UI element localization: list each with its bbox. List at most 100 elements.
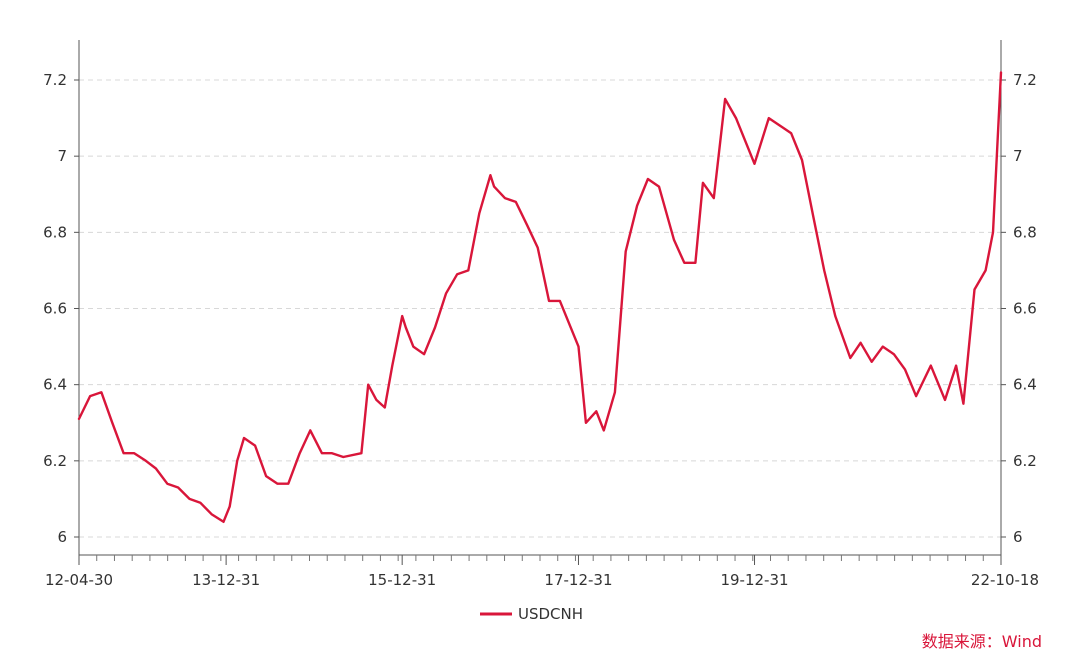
y-tick-label-left: 7 (57, 147, 67, 165)
data-point (812, 216, 815, 218)
data-point (254, 444, 256, 447)
data-point (559, 300, 561, 302)
y-tick-label-right: 6 (1013, 528, 1023, 546)
data-point (526, 223, 528, 226)
data-point (199, 501, 202, 504)
data-point (298, 452, 301, 455)
data-point (915, 395, 917, 397)
data-point (768, 117, 770, 119)
data-point (944, 399, 946, 401)
data-point (412, 345, 415, 348)
y-tick-label-right: 6.6 (1013, 300, 1037, 318)
data-point (585, 422, 587, 424)
data-point (548, 300, 550, 302)
data-point (859, 342, 862, 344)
data-point (89, 395, 91, 397)
data-point (222, 521, 225, 523)
data-point (236, 460, 238, 462)
data-point (893, 353, 895, 356)
x-ticks: 12-04-30 13-12-31 15-12-31 17-12-31 19-12-31… (45, 555, 1039, 589)
legend-label-usdcnh: USDCNH (518, 605, 583, 623)
y-tick-label-left: 6.8 (43, 223, 67, 241)
data-point (790, 132, 792, 135)
data-point (779, 124, 781, 127)
series-layer (77, 71, 1003, 523)
data-point (489, 174, 492, 176)
y-tick-label-right: 6.2 (1013, 452, 1037, 470)
data-point (367, 383, 370, 386)
data-point (467, 269, 470, 272)
data-point (177, 486, 179, 489)
data-point (683, 262, 686, 264)
data-point (595, 410, 598, 413)
data-point (493, 185, 495, 188)
data-point (100, 391, 103, 394)
data-point (384, 406, 386, 409)
data-point (849, 357, 852, 359)
legend: USDCNH (480, 605, 583, 623)
series-line-usdcnh (77, 71, 1003, 523)
data-point (984, 269, 987, 272)
data-point (342, 456, 345, 458)
y-ticks: 6 6 6.2 6.2 6.4 6.4 6.6 6.6 6.8 6.8 7 7 7.2 7.2 (43, 71, 1037, 546)
data-point (375, 399, 378, 401)
x-tick-label: 17-12-31 (544, 571, 612, 589)
data-point (188, 498, 191, 500)
x-tick-label: 22-10-18 (971, 571, 1039, 589)
y-tick-label-left: 6.6 (43, 300, 67, 318)
data-point (155, 467, 157, 470)
data-point (536, 246, 539, 249)
data-point (658, 185, 660, 188)
data-point (391, 364, 394, 367)
data-point (228, 505, 231, 508)
y-tick-label-left: 7.2 (43, 71, 67, 89)
y-tick-label-right: 6.8 (1013, 223, 1037, 241)
y-tick-label-right: 7 (1013, 147, 1023, 165)
data-point (624, 250, 627, 253)
data-point (401, 315, 404, 317)
data-point (276, 482, 279, 485)
data-point (735, 117, 737, 119)
data-point (962, 402, 965, 405)
data-point (434, 326, 436, 329)
data-point (478, 212, 481, 215)
data-point (636, 204, 638, 207)
data-point (210, 513, 213, 515)
data-point (360, 452, 363, 455)
y-tick-label-left: 6.4 (43, 376, 67, 394)
gridlines (79, 79, 1001, 538)
data-point (133, 452, 135, 455)
data-point (694, 262, 697, 264)
y-tick-label-right: 6.4 (1013, 376, 1037, 394)
y-tick-label-left: 6 (57, 528, 67, 546)
data-point (753, 163, 756, 165)
data-point (801, 159, 803, 161)
x-tick-label: 13-12-31 (192, 571, 260, 589)
data-point (405, 326, 407, 329)
data-point (904, 368, 906, 371)
data-point (504, 197, 506, 199)
source-note: 数据来源：Wind (921, 632, 1042, 651)
data-point (930, 364, 932, 367)
data-point (614, 391, 616, 394)
x-tick-label: 15-12-31 (368, 571, 436, 589)
data-point (145, 460, 147, 462)
data-point (603, 429, 605, 432)
data-point (287, 482, 290, 485)
data-point (1000, 71, 1002, 74)
data-point (577, 345, 580, 348)
x-tick-label: 12-04-30 (45, 571, 113, 589)
data-point (445, 292, 447, 295)
data-point (973, 288, 976, 291)
data-point (515, 201, 517, 203)
y-tick-label-left: 6.2 (43, 452, 67, 470)
data-point (331, 452, 333, 455)
data-point (870, 361, 873, 363)
x-tick-label: 19-12-31 (720, 571, 788, 589)
data-point (78, 418, 80, 420)
data-point (702, 182, 704, 184)
data-point (456, 273, 459, 276)
data-point (992, 231, 994, 234)
data-point (243, 437, 245, 439)
